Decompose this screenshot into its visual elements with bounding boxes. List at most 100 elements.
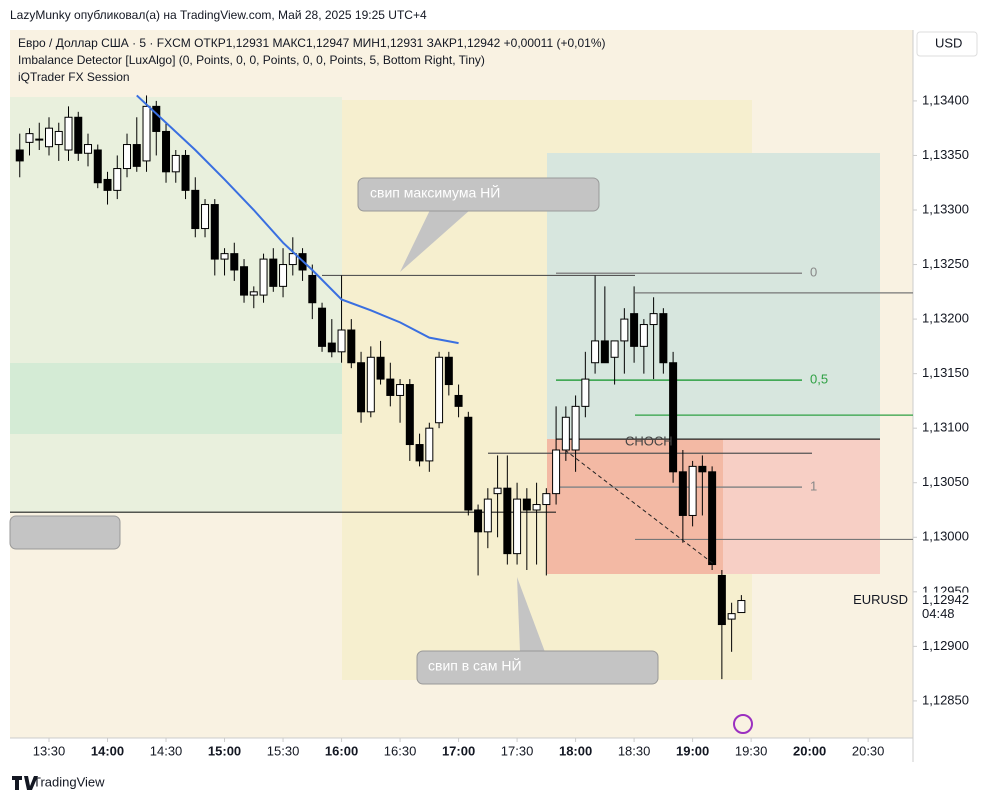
candle-body (279, 264, 288, 287)
candle-body (123, 144, 132, 170)
candle-body (591, 340, 600, 364)
event-icon[interactable] (733, 714, 753, 734)
candle-body (308, 274, 317, 304)
candle-body (688, 465, 697, 516)
candle-body (630, 313, 639, 347)
candle-body (249, 291, 258, 296)
candle-body (327, 342, 336, 353)
target-zone (547, 153, 880, 439)
candle-body (288, 253, 297, 266)
y-tick-label: 1,13000 (922, 529, 969, 544)
x-tick-label: 15:30 (267, 743, 300, 758)
candle-body (698, 465, 707, 473)
legend-line: iQTrader FX Session (18, 70, 130, 84)
legend-line: Евро / Доллар США · 5 · FXCM ОТКР1,12931… (18, 36, 606, 50)
candle-body (483, 498, 492, 533)
annotation: свип в сам НЙ (428, 657, 522, 674)
candle-body (522, 498, 531, 511)
candle-body (162, 130, 171, 173)
x-tick-label: 16:30 (384, 743, 417, 758)
candle-body (464, 416, 473, 511)
candle-body (581, 378, 590, 407)
x-tick-label: 18:30 (618, 743, 651, 758)
trend-line (564, 449, 716, 566)
logo (12, 776, 38, 790)
annotation: CHOCH (625, 433, 673, 448)
candle-body (571, 405, 580, 451)
candle-body (600, 340, 609, 364)
candle-body (357, 362, 366, 413)
candle-body (513, 498, 522, 555)
candle-body (93, 149, 102, 184)
candle-body (347, 329, 356, 364)
publisher: LazyMunky опубликовал(а) на TradingView.… (10, 8, 427, 22)
candle-body (269, 258, 278, 287)
candle-body (474, 509, 483, 533)
x-tick-label: 17:30 (501, 743, 534, 758)
candle-body (54, 130, 63, 146)
callout (357, 177, 600, 212)
candle-body (132, 144, 141, 167)
candle-body (678, 471, 687, 516)
y-tick-label: 1,13250 (922, 256, 969, 271)
imbalance-zone (10, 363, 342, 434)
candle-body (45, 127, 54, 148)
x-tick-label: 13:30 (33, 743, 66, 758)
y-tick-label: 1,13400 (922, 92, 969, 107)
callout-tail (517, 577, 545, 652)
x-tick-label: 14:30 (150, 743, 183, 758)
candle-body (669, 362, 678, 473)
x-tick-label: 20:00 (793, 743, 826, 758)
candle-body (181, 154, 190, 191)
candle-body (542, 493, 551, 506)
candle-body (191, 189, 200, 230)
candle-body (737, 600, 746, 614)
candle-body (425, 427, 434, 462)
y-tick-label: 1,13350 (922, 147, 969, 162)
fib-label: 0,5 (810, 372, 828, 387)
x-tick-label: 16:00 (325, 743, 358, 758)
candle-body (717, 574, 726, 626)
brand: TradingView (33, 774, 105, 789)
x-tick-label: 19:30 (735, 743, 768, 758)
candle-body (552, 449, 561, 495)
candle-body (415, 444, 424, 462)
ma-line (136, 94, 459, 345)
candle-body (15, 149, 24, 162)
candle-body (610, 340, 619, 358)
candle-body (649, 313, 658, 326)
candle-body (727, 613, 736, 620)
last-price: 1,12942 (922, 592, 969, 607)
x-tick-label: 14:00 (91, 743, 124, 758)
fib-label: 1 (810, 479, 817, 494)
legend-line: Imbalance Detector [LuxAlgo] (0, Points,… (18, 53, 485, 67)
callout (416, 650, 659, 685)
candle-body (35, 138, 44, 141)
last-price-box (917, 592, 977, 625)
annotation: свип максимума НЙ (370, 184, 500, 201)
candle-body (113, 168, 122, 191)
callout-tail (400, 210, 470, 272)
x-tick-label: 19:00 (676, 743, 709, 758)
currency[interactable]: USD (935, 35, 962, 50)
y-tick-label: 1,13100 (922, 420, 969, 435)
candle-body (444, 356, 453, 386)
candle-body (171, 154, 180, 173)
candle-body (366, 356, 375, 413)
candle-body (64, 116, 73, 151)
candle-body (639, 324, 648, 347)
candle-body (405, 384, 414, 446)
y-tick-label: 1,12900 (922, 638, 969, 653)
x-tick-label: 20:30 (852, 743, 885, 758)
candle-body (396, 384, 405, 396)
candle-body (142, 105, 151, 162)
symbol: EURUSD (853, 592, 908, 607)
price-axis-bg (913, 30, 983, 738)
candle-body (620, 318, 629, 342)
x-tick-label: 18:00 (559, 743, 592, 758)
y-tick-label: 1,13150 (922, 365, 969, 380)
y-tick-label: 1,13050 (922, 474, 969, 489)
currency-box (916, 31, 978, 57)
y-tick-label: 1,13300 (922, 201, 969, 216)
